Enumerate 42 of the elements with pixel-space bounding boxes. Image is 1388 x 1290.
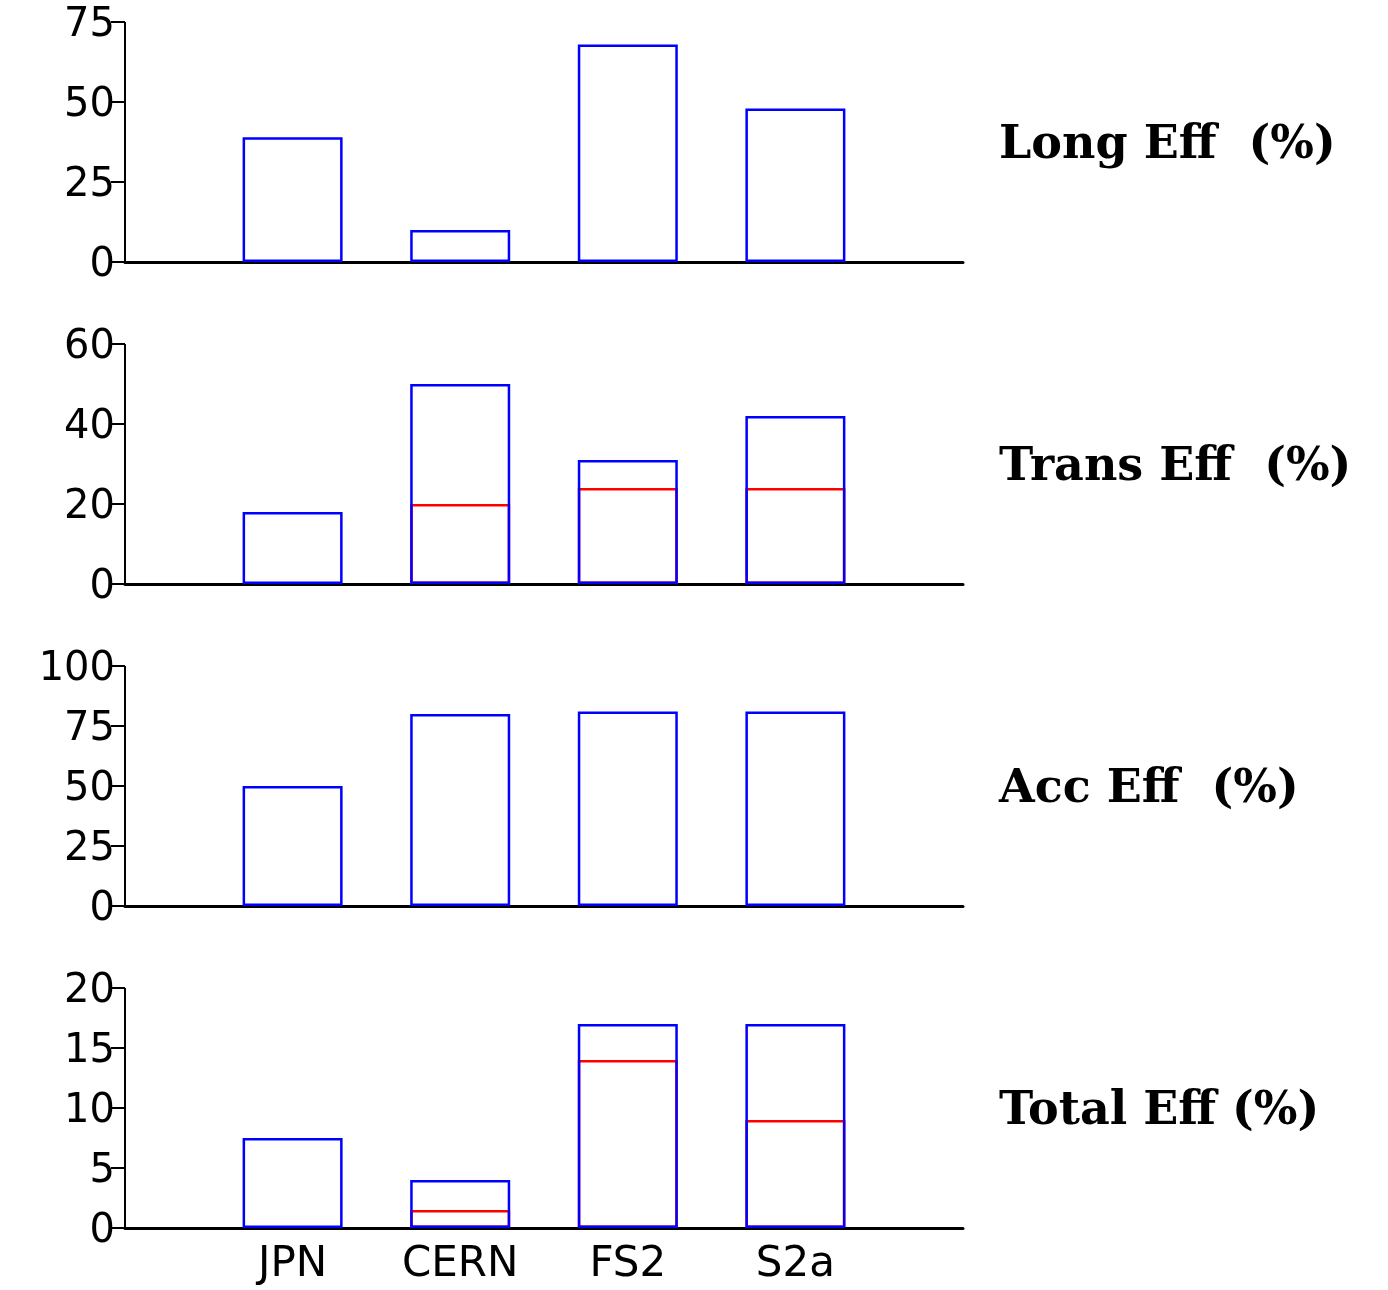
y-axis-title: Long Eff (%) <box>999 115 1336 169</box>
x-tick-label: CERN <box>401 1236 519 1286</box>
bar <box>745 108 846 262</box>
y-tick-label: 0 <box>89 239 115 285</box>
bar <box>410 384 511 584</box>
y-tick-label: 50 <box>64 79 115 125</box>
y-tick-label: 10 <box>64 1085 115 1131</box>
y-tick-label: 40 <box>64 401 115 447</box>
bar <box>745 711 846 906</box>
bar <box>242 512 343 584</box>
y-tick-label: 20 <box>64 965 115 1011</box>
y-tick-label: 75 <box>64 703 115 749</box>
y-tick-label: 25 <box>64 823 115 869</box>
bar <box>242 137 343 262</box>
x-tick-label: FS2 <box>589 1236 667 1286</box>
y-tick-label: 50 <box>64 763 115 809</box>
y-tick-label: 25 <box>64 159 115 205</box>
bar <box>745 1024 846 1228</box>
bar <box>242 786 343 906</box>
bar <box>577 460 678 584</box>
y-tick-label: 0 <box>89 1205 115 1251</box>
y-tick-label: 20 <box>64 481 115 527</box>
y-axis-title: Trans Eff (%) <box>999 437 1352 491</box>
bar <box>577 711 678 906</box>
y-tick-label: 60 <box>64 321 115 367</box>
y-tick-label: 75 <box>64 0 115 45</box>
bar <box>410 230 511 262</box>
y-axis-title: Acc Eff (%) <box>998 759 1299 813</box>
x-tick-label: JPN <box>255 1236 328 1286</box>
bar <box>410 1180 511 1228</box>
y-tick-label: 0 <box>89 883 115 929</box>
bar <box>745 416 846 584</box>
y-tick-label: 15 <box>64 1025 115 1071</box>
y-tick-label: 0 <box>89 561 115 607</box>
y-axis-title: Total Eff (%) <box>999 1081 1320 1135</box>
y-tick-label: 5 <box>89 1145 115 1191</box>
bar <box>577 44 678 262</box>
y-tick-label: 100 <box>38 643 115 689</box>
bar <box>410 714 511 906</box>
x-tick-label: S2a <box>755 1236 835 1286</box>
bar <box>577 1024 678 1228</box>
bar <box>242 1138 343 1228</box>
